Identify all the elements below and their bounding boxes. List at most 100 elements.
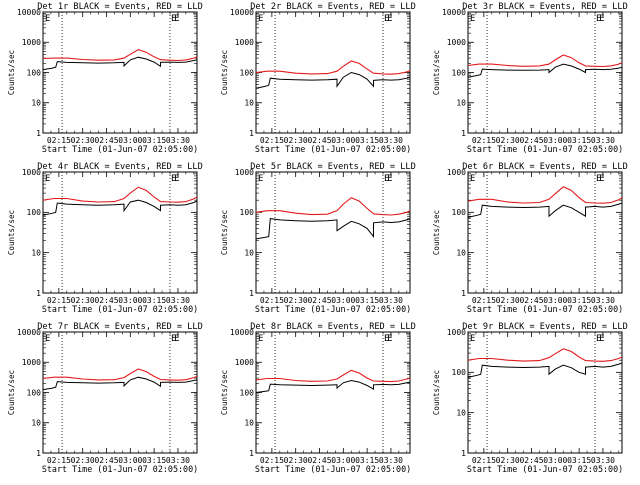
- event-marker-label: E: [171, 174, 176, 184]
- plot-frame: [42, 331, 198, 454]
- y-axis-label: Counts/sec: [432, 370, 441, 415]
- y-tick-label: 100: [240, 208, 255, 217]
- x-axis-label: Start Time (01-Jun-07 02:05:00): [255, 304, 411, 314]
- events-series-line: [467, 202, 623, 218]
- event-marker-label: E: [174, 174, 179, 184]
- x-tick-label: 03:00: [118, 136, 142, 145]
- x-tick-label: 03:00: [118, 456, 142, 465]
- y-tick-label: 1: [461, 289, 466, 298]
- plot-frame: [255, 331, 411, 454]
- detector-panel-3: Det 3r BLACK = Events, RED = LLD 1 10 100 10…: [432, 2, 628, 154]
- y-tick-label: 100: [452, 68, 467, 77]
- detector-panel-8: Det 8r BLACK = Events, RED = LLD 1 10 100 10…: [220, 322, 416, 474]
- y-tick-label: 10: [456, 408, 466, 417]
- y-tick-label: 10: [31, 419, 41, 428]
- lld-series-line: [255, 369, 411, 383]
- lld-series-line: [467, 186, 623, 204]
- y-tick-label: 10: [456, 248, 466, 257]
- x-tick-label: 02:30: [496, 136, 520, 145]
- event-marker-label: E: [599, 334, 604, 344]
- event-marker-label: E: [599, 14, 604, 24]
- x-tick-label: 03:00: [331, 456, 355, 465]
- y-tick-label: 10000: [442, 8, 466, 17]
- y-tick-label: 10: [456, 99, 466, 108]
- x-tick-label: 02:30: [71, 136, 95, 145]
- panel-title: Det 9r BLACK = Events, RED = LLD: [462, 322, 628, 332]
- x-tick-label: 03:00: [331, 136, 355, 145]
- x-tick-label: 03:30: [379, 456, 403, 465]
- x-tick-label: 03:15: [355, 296, 379, 305]
- y-tick-label: 100: [27, 208, 42, 217]
- event-marker-label: E: [171, 334, 176, 344]
- event-marker-label: E: [384, 14, 389, 24]
- y-axis-label: Counts/sec: [220, 370, 229, 415]
- y-axis-label: Counts/sec: [220, 50, 229, 95]
- plot-frame: [42, 11, 198, 134]
- x-tick-label: 02:45: [94, 296, 118, 305]
- y-tick-label: 10000: [17, 328, 41, 337]
- x-tick-label: 03:30: [379, 136, 403, 145]
- x-tick-label: 02:45: [519, 296, 543, 305]
- y-tick-label: 100: [27, 68, 42, 77]
- panel-title: Det 8r BLACK = Events, RED = LLD: [250, 322, 416, 332]
- x-axis-label: Start Time (01-Jun-07 02:05:00): [467, 464, 623, 474]
- x-tick-label: 03:15: [355, 136, 379, 145]
- x-tick-label: 02:45: [307, 456, 331, 465]
- lld-series-line: [467, 54, 623, 68]
- y-tick-label: 100: [27, 388, 42, 397]
- detector-panel-4: Det 4r BLACK = Events, RED = LLD 1 10 100 10…: [7, 162, 203, 314]
- x-tick-label: 02:30: [496, 456, 520, 465]
- x-tick-label: 02:30: [284, 136, 308, 145]
- x-tick-label: 02:15: [260, 296, 284, 305]
- plot-frame: [42, 171, 198, 294]
- event-marker-label: E: [596, 334, 601, 344]
- x-tick-label: 03:00: [331, 296, 355, 305]
- events-series-line: [255, 379, 411, 393]
- event-marker-label: E: [174, 334, 179, 344]
- x-tick-label: 02:45: [519, 136, 543, 145]
- event-marker-label: E: [174, 14, 179, 24]
- x-tick-label: 03:00: [118, 296, 142, 305]
- event-marker-label: E: [596, 14, 601, 24]
- x-tick-label: 03:15: [142, 456, 166, 465]
- y-tick-label: 100: [452, 368, 467, 377]
- x-tick-label: 02:15: [260, 136, 284, 145]
- events-series-line: [42, 199, 198, 216]
- x-tick-label: 02:45: [307, 136, 331, 145]
- x-tick-label: 03:30: [591, 296, 615, 305]
- y-tick-label: 1000: [22, 168, 41, 177]
- y-tick-label: 1: [36, 449, 41, 458]
- x-tick-label: 02:15: [47, 136, 71, 145]
- lld-series-line: [467, 348, 623, 362]
- x-axis-label: Start Time (01-Jun-07 02:05:00): [42, 464, 198, 474]
- x-axis-label: Start Time (01-Jun-07 02:05:00): [255, 144, 411, 154]
- x-tick-label: 02:45: [94, 136, 118, 145]
- panel-title: Det 2r BLACK = Events, RED = LLD: [250, 2, 416, 12]
- x-tick-label: 02:30: [284, 456, 308, 465]
- event-marker-label: E: [387, 334, 392, 344]
- plot-frame: [467, 11, 623, 134]
- event-marker-label: E: [599, 174, 604, 184]
- detector-panel-2: Det 2r BLACK = Events, RED = LLD 1 10 100 10…: [220, 2, 416, 154]
- y-tick-label: 1: [249, 129, 254, 138]
- lld-series-line: [42, 186, 198, 203]
- x-tick-label: 02:15: [47, 296, 71, 305]
- y-tick-label: 10000: [230, 328, 254, 337]
- y-tick-label: 10000: [17, 8, 41, 17]
- detector-panel-5: Det 5r BLACK = Events, RED = LLD 1 10 100 10…: [220, 162, 416, 314]
- x-tick-label: 03:15: [567, 296, 591, 305]
- x-tick-label: 03:15: [142, 296, 166, 305]
- plot-frame: [467, 171, 623, 294]
- detector-panel-1: Det 1r BLACK = Events, RED = LLD 1 10 100 10…: [7, 2, 203, 154]
- x-tick-label: 03:15: [567, 456, 591, 465]
- x-axis-label: Start Time (01-Jun-07 02:05:00): [42, 304, 198, 314]
- y-tick-label: 10: [244, 99, 254, 108]
- start-marker-label: E: [258, 334, 263, 344]
- x-tick-label: 03:15: [567, 136, 591, 145]
- y-tick-label: 1000: [22, 358, 41, 367]
- y-axis-label: Counts/sec: [220, 210, 229, 255]
- detector-panel-7: Det 7r BLACK = Events, RED = LLD 1 10 100 10…: [7, 322, 203, 474]
- event-marker-label: E: [384, 334, 389, 344]
- panel-title: Det 3r BLACK = Events, RED = LLD: [462, 2, 628, 12]
